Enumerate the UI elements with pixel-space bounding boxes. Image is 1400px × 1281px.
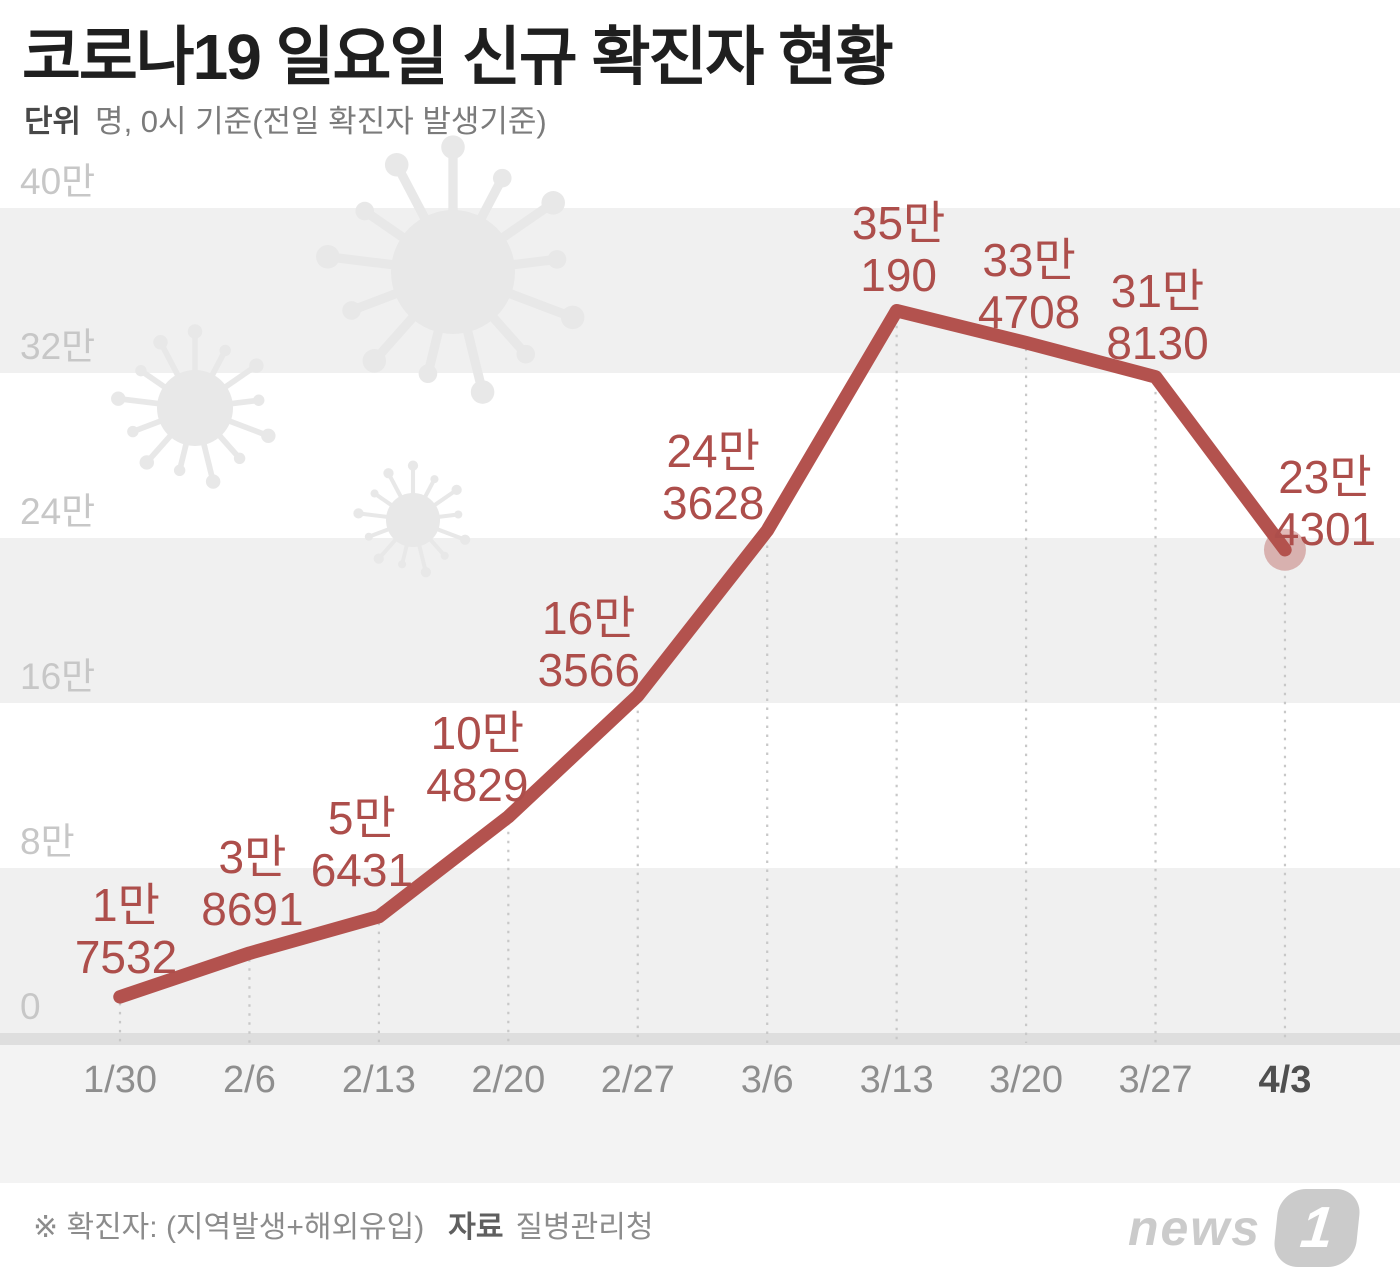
x-tick-label: 2/27 [600,1059,675,1101]
point-value-line: 1만 [92,878,160,931]
point-value-line: 3628 [662,476,765,529]
point-value-line: 5만 [327,791,396,844]
unit-description: 명, 0시 기준(전일 확진자 발생기준) [95,104,547,139]
note-text: ※ 확진자: (지역발생+해외유입) [33,1211,425,1244]
point-value-line: 190 [860,248,937,301]
page-title: 코로나19 일요일 신규 확진자 현황 [22,21,894,93]
point-value-label: 1만 7532 [6,879,246,983]
point-value-label: 16만 3566 [469,592,709,696]
x-tick-label: 3/20 [989,1059,1064,1101]
virus-icon [316,135,585,404]
point-value-label: 24만 3628 [593,425,833,529]
y-tick-label: 32만 [20,326,96,367]
x-tick-label: 3/13 [859,1059,934,1101]
y-tick-label: 8만 [20,821,75,862]
news1-logo-text: news [1128,1200,1262,1256]
point-value-line: 33만 [982,233,1076,286]
x-tick-label: 4/3 [1258,1059,1312,1101]
endpoint-marker [1263,528,1306,571]
virus-icon [111,324,276,489]
series-line [113,303,1292,1004]
point-value-label: 5만 6431 [242,792,482,896]
x-tick-label: 3/6 [740,1059,794,1101]
point-value-line: 10만 [430,706,525,759]
footer-note: ※ 확진자: (지역발생+해외유입) 자료 질병관리청 [33,1208,653,1248]
x-tick-label: 1/30 [83,1059,157,1101]
point-value-label: 31만 8130 [1038,265,1278,369]
x-tick-label: 2/13 [341,1059,416,1101]
source-label: 자료 [448,1211,504,1244]
point-value-label: 35만 190 [779,197,1019,301]
point-value-line: 7532 [74,930,178,983]
grid-stripe [0,868,1400,1033]
news1-logo-digit: 1 [1297,1195,1337,1260]
point-value-label: 23만 4301 [1205,451,1400,555]
point-value-line: 4708 [977,285,1081,338]
grid-stripe [0,208,1400,373]
x-label-band [0,1045,1400,1183]
y-tick-label: 24만 [20,491,96,532]
y-tick-label: 16만 [20,656,96,697]
point-value-label: 10만 4829 [357,707,597,811]
x-tick-label: 2/6 [223,1059,276,1101]
x-axis-bar [0,1033,1400,1045]
point-value-line: 4829 [426,758,529,811]
point-value-line: 8130 [1106,316,1209,369]
unit-label: 단위 [24,104,82,139]
point-value-line: 35만 [851,196,946,249]
point-value-line: 8691 [201,883,304,936]
source-value: 질병관리청 [515,1211,654,1244]
y-tick-label: 40만 [20,161,96,202]
point-value-label: 3만 8691 [132,831,372,935]
x-tick-label: 2/20 [471,1059,546,1101]
y-tick-label: 0 [20,986,41,1027]
x-tick-label: 3/27 [1118,1059,1193,1101]
virus-icon [353,460,471,578]
point-value-line: 6431 [310,843,414,896]
news1-logo-tile: 1 [1271,1189,1363,1267]
point-value-line: 31만 [1110,264,1205,317]
chart-subtitle: 단위 명, 0시 기준(전일 확진자 발생기준) [24,96,547,141]
point-value-line: 16만 [542,591,636,644]
point-value-line: 23만 [1278,450,1372,503]
point-value-line: 24만 [666,424,760,477]
point-value-line: 3566 [537,643,640,696]
point-value-line: 4301 [1273,502,1377,555]
point-value-line: 3만 [218,831,287,884]
point-value-label: 33만 4708 [909,234,1149,338]
news1-logo: news 1 [1128,1188,1363,1268]
